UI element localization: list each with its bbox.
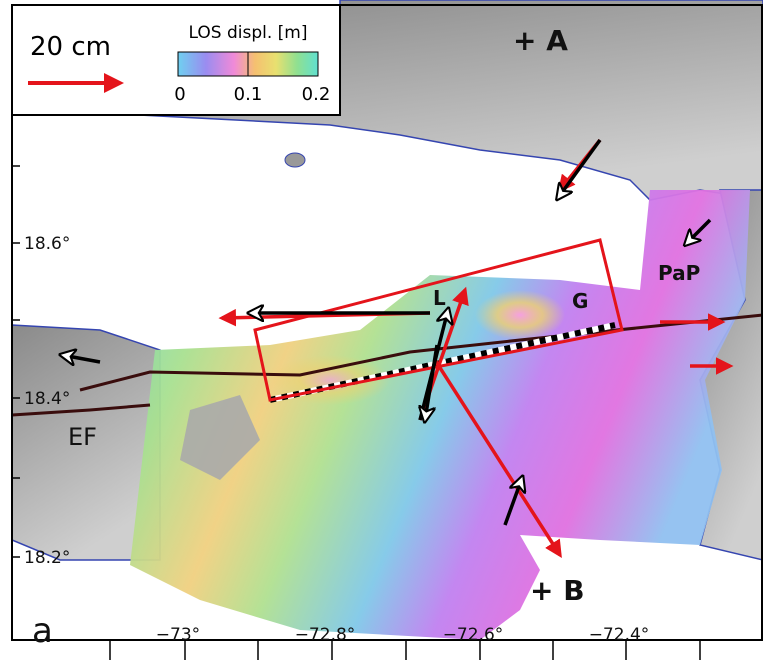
colorbar-tick: 0.2	[302, 84, 331, 105]
x-tick-label: −72.6°	[443, 625, 504, 645]
x-tick-label: −73°	[156, 625, 200, 645]
place-label: PaP	[658, 261, 700, 285]
point-label: + A	[513, 24, 568, 57]
map: 20 cm LOS displ. [m] 0 0.1 0.2 + A + B L…	[0, 0, 763, 668]
panel-label: a	[32, 611, 53, 651]
colorbar-tick: 0	[174, 84, 185, 105]
y-tick-label: 18.2°	[24, 548, 70, 568]
interferogram	[130, 190, 750, 640]
place-label: L	[433, 286, 446, 310]
y-tick-label: 18.4°	[24, 389, 70, 409]
y-tick-label: 18.6°	[24, 234, 70, 254]
x-tick-label: −72.4°	[589, 625, 650, 645]
point-label: + B	[530, 574, 585, 607]
colorbar-tick: 0.1	[234, 84, 263, 105]
legend: 20 cm LOS displ. [m] 0 0.1 0.2	[12, 5, 340, 115]
scale-label: 20 cm	[30, 32, 111, 62]
place-label: G	[572, 289, 588, 313]
place-label: EF	[68, 423, 97, 451]
x-tick-label: −72.8°	[295, 625, 356, 645]
colorbar-title: LOS displ. [m]	[189, 23, 308, 43]
